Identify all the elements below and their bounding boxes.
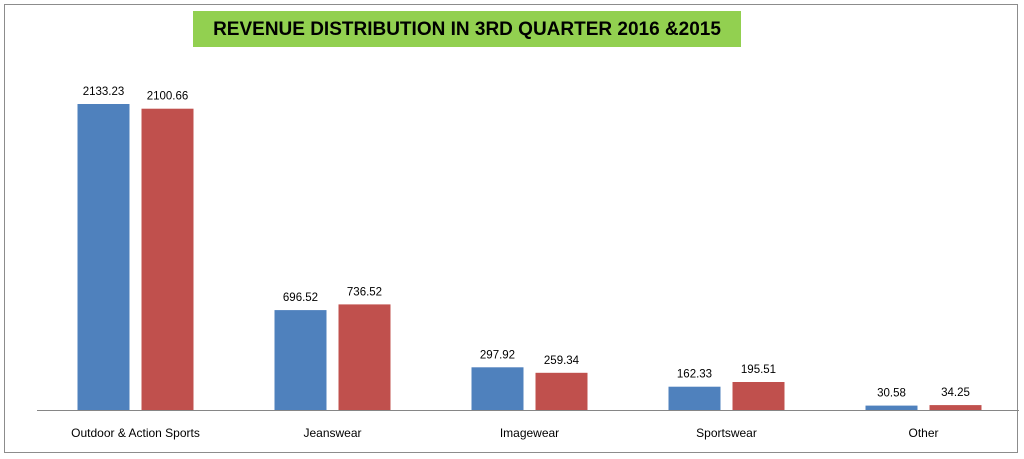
chart-title: REVENUE DISTRIBUTION IN 3RD QUARTER 2016… xyxy=(213,19,721,40)
bar-series1-3 xyxy=(668,386,721,410)
bar-series2-4 xyxy=(929,405,982,410)
category-label-1: Jeanswear xyxy=(303,426,361,440)
category-label-2: Imagewear xyxy=(500,426,559,440)
bar-series2-1 xyxy=(338,304,391,410)
bar-series2-0 xyxy=(141,108,194,410)
chart-frame: REVENUE DISTRIBUTION IN 3RD QUARTER 2016… xyxy=(4,4,1019,453)
bar-series2-2 xyxy=(535,372,588,410)
bars-layer xyxy=(77,104,982,410)
data-label-series1-3: 162.33 xyxy=(677,369,712,381)
category-label-4: Other xyxy=(908,426,938,440)
bar-series1-0 xyxy=(77,104,130,410)
data-label-series1-2: 297.92 xyxy=(480,349,515,361)
bar-series1-4 xyxy=(865,405,918,410)
bar-series2-3 xyxy=(732,382,785,410)
data-label-series2-4: 34.25 xyxy=(941,387,970,399)
data-label-series2-0: 2100.66 xyxy=(147,91,189,103)
bar-series1-1 xyxy=(274,310,327,410)
data-labels-layer: 2133.23 2100.66 696.52 736.52 297.92 259.34 16… xyxy=(83,86,970,400)
category-labels-layer: Outdoor & Action Sports Jeanswear Imagewea… xyxy=(71,426,938,440)
category-label-3: Sportswear xyxy=(696,426,757,440)
data-label-series2-3: 195.51 xyxy=(741,364,776,376)
data-label-series1-0: 2133.23 xyxy=(83,86,125,98)
chart-title-background xyxy=(193,11,741,47)
data-label-series1-1: 696.52 xyxy=(283,292,318,304)
data-label-series2-1: 736.52 xyxy=(347,286,382,298)
bar-series1-2 xyxy=(471,367,524,410)
data-label-series2-2: 259.34 xyxy=(544,355,580,367)
bar-chart: REVENUE DISTRIBUTION IN 3RD QUARTER 2016… xyxy=(37,11,1019,440)
category-label-0: Outdoor & Action Sports xyxy=(71,426,200,440)
data-label-series1-4: 30.58 xyxy=(877,388,906,400)
